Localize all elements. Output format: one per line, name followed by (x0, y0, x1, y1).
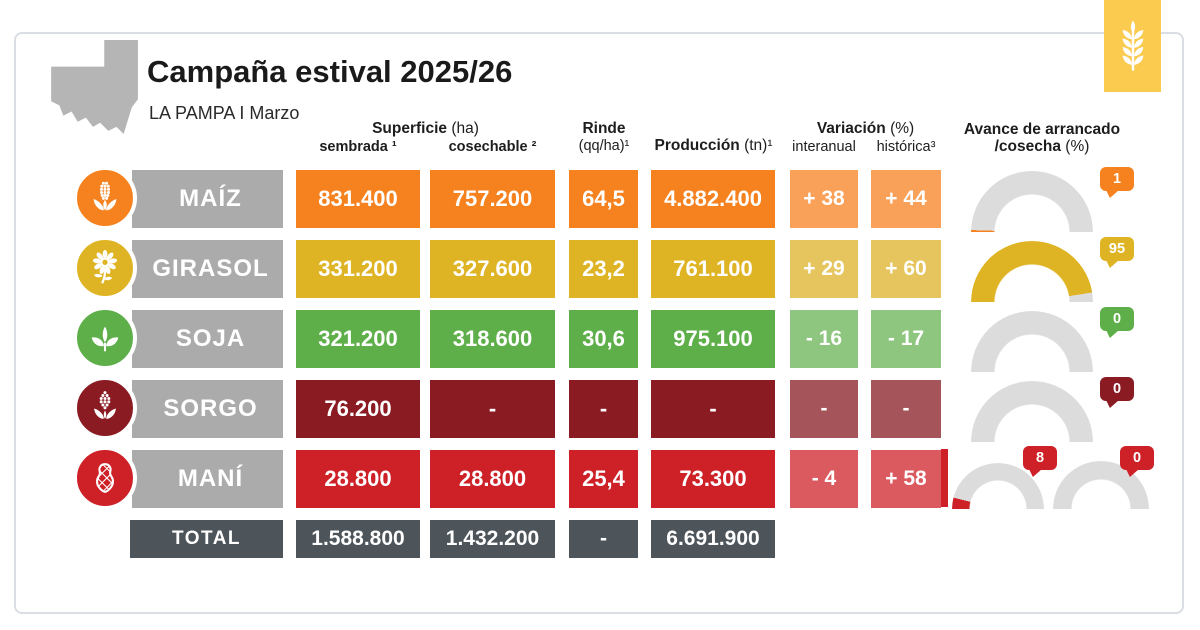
cell-rinde: 25,4 (569, 450, 638, 508)
crop-label-maiz: MAÍZ (132, 170, 283, 228)
harvest-gauge-girasol (971, 241, 1093, 302)
la-pampa-map-icon (48, 38, 138, 135)
col-header-avance-line2: /cosecha (%) (994, 138, 1090, 155)
cell-variacion-historica: + 58 (871, 450, 941, 508)
cell-variacion-interanual: - (790, 380, 858, 438)
province-shape (51, 40, 138, 134)
logo-badge (1104, 0, 1161, 92)
crop-label-soja: SOJA (132, 310, 283, 368)
cell-variacion-interanual: + 38 (790, 170, 858, 228)
col-header-interanual: interanual (792, 139, 856, 155)
harvest-gauge-maiz (971, 171, 1093, 232)
cell-rinde: 30,6 (569, 310, 638, 368)
total-label: TOTAL (130, 520, 283, 558)
total-produccion: 6.691.900 (651, 520, 775, 558)
cell-sembrada: 321.200 (296, 310, 420, 368)
cell-rinde: 23,2 (569, 240, 638, 298)
cell-produccion: 73.300 (651, 450, 775, 508)
cell-variacion-interanual: - 4 (790, 450, 858, 508)
col-header-avance-line1: Avance de arrancado (963, 121, 1121, 138)
corn-icon (73, 166, 137, 230)
cell-rinde: - (569, 380, 638, 438)
red-accent-bar (941, 449, 948, 507)
cell-produccion: - (651, 380, 775, 438)
sorghum-icon (73, 376, 137, 440)
table-row-mani: MANÍ 28.800 28.800 25,4 73.300 - 4 + 58 … (0, 446, 1200, 520)
table-row-maiz: MAÍZ 831.400 757.200 64,5 4.882.400 + 38… (0, 166, 1200, 240)
col-header-rinde-unit: (qq/ha)¹ (578, 138, 630, 154)
table-row-total: TOTAL 1.588.800 1.432.200 - 6.691.900 (0, 520, 1200, 558)
col-header-sembrada: sembrada ¹ (319, 139, 397, 155)
cell-variacion-historica: + 60 (871, 240, 941, 298)
peanut-icon (73, 446, 137, 510)
harvest-gauge-soja (971, 311, 1093, 372)
cell-rinde: 64,5 (569, 170, 638, 228)
gauge-badge-girasol: 95 (1100, 237, 1134, 268)
wheat-icon (1116, 17, 1150, 75)
gauge-badge-mani-cosecha: 0 (1120, 446, 1154, 477)
cell-cosechable: 757.200 (430, 170, 555, 228)
total-sembrada: 1.588.800 (296, 520, 420, 558)
gauge-badge-sorgo: 0 (1100, 377, 1134, 408)
cell-variacion-historica: + 44 (871, 170, 941, 228)
gauge-badge-soja: 0 (1100, 307, 1134, 338)
cell-cosechable: 318.600 (430, 310, 555, 368)
total-cosechable: 1.432.200 (430, 520, 555, 558)
col-header-historica: histórica³ (876, 139, 936, 155)
col-header-produccion: Producción (tn)¹ (654, 137, 773, 154)
cell-variacion-historica: - 17 (871, 310, 941, 368)
cell-variacion-interanual: - 16 (790, 310, 858, 368)
crop-label-mani: MANÍ (132, 450, 283, 508)
cell-sembrada: 331.200 (296, 240, 420, 298)
cell-produccion: 761.100 (651, 240, 775, 298)
total-rinde: - (569, 520, 638, 558)
crop-label-sorgo: SORGO (132, 380, 283, 438)
cell-sembrada: 831.400 (296, 170, 420, 228)
gauge-badge-maiz: 1 (1100, 167, 1134, 198)
cell-sembrada: 76.200 (296, 380, 420, 438)
cell-variacion-historica: - (871, 380, 941, 438)
col-header-rinde: Rinde (582, 120, 626, 137)
crop-label-girasol: GIRASOL (132, 240, 283, 298)
gauge-badge-mani-arrancado: 8 (1023, 446, 1057, 477)
harvest-gauge-sorgo (971, 381, 1093, 442)
page-subtitle: LA PAMPA I Marzo (149, 103, 300, 123)
table-row-sorgo: SORGO 76.200 - - - - - 0 (0, 376, 1200, 450)
cell-cosechable: 28.800 (430, 450, 555, 508)
soy-sprout-icon (73, 306, 137, 370)
table-row-soja: SOJA 321.200 318.600 30,6 975.100 - 16 -… (0, 306, 1200, 380)
cell-cosechable: - (430, 380, 555, 438)
col-header-cosechable: cosechable ² (448, 139, 537, 155)
cell-cosechable: 327.600 (430, 240, 555, 298)
cell-produccion: 975.100 (651, 310, 775, 368)
page-title: Campaña estival 2025/26 (147, 54, 513, 89)
table-row-girasol: GIRASOL 331.200 327.600 23,2 761.100 + 2… (0, 236, 1200, 310)
sunflower-icon (73, 236, 137, 300)
cell-sembrada: 28.800 (296, 450, 420, 508)
cell-variacion-interanual: + 29 (790, 240, 858, 298)
cell-produccion: 4.882.400 (651, 170, 775, 228)
col-header-variacion: Variación (%) (816, 120, 915, 137)
col-header-superficie: Superficie (ha) (372, 120, 479, 137)
